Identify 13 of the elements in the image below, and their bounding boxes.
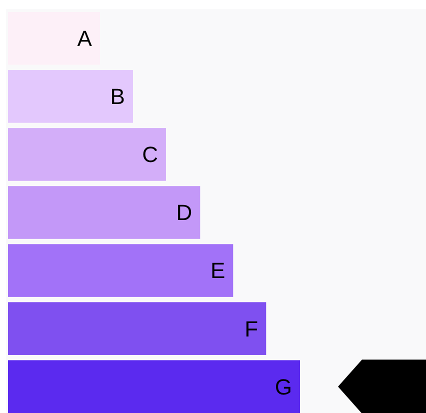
y-tick-label: C [142,142,158,168]
y-tick-label: G [274,374,292,400]
bar [8,244,234,297]
bar [8,186,200,239]
y-tick-label: D [176,200,192,226]
y-tick-label: F [244,316,258,342]
bar [8,360,300,413]
bar [8,128,166,181]
y-tick-label: B [110,84,125,110]
bar [8,70,133,123]
y-tick-label: A [77,26,92,52]
y-tick-label: E [210,258,226,284]
bar [8,302,266,355]
